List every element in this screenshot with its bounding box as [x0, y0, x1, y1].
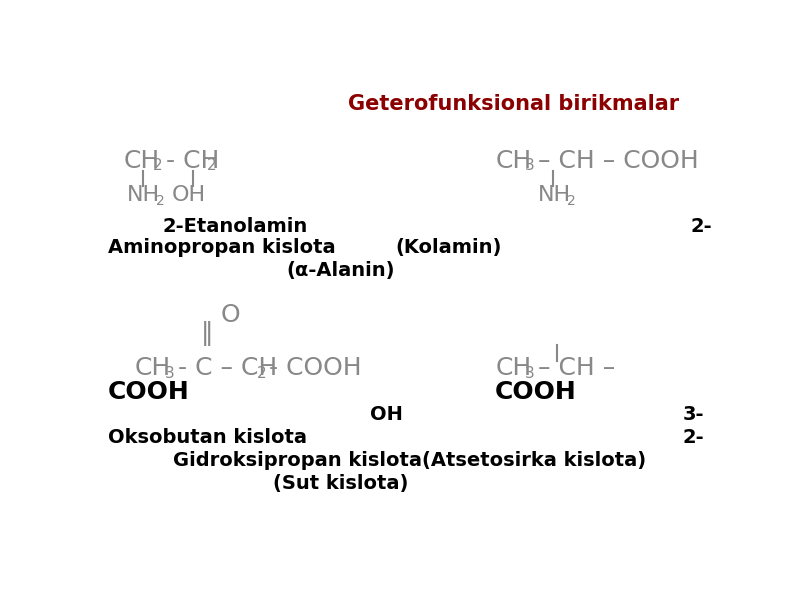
Text: – CH –: – CH –	[530, 356, 615, 380]
Text: CH: CH	[135, 356, 171, 380]
Text: - CH: - CH	[158, 149, 219, 173]
Text: 2-: 2-	[683, 428, 705, 447]
Text: (Kolamin): (Kolamin)	[395, 238, 502, 257]
Text: Gidroksipropan kislota(Atsetosirka kislota): Gidroksipropan kislota(Atsetosirka kislo…	[174, 451, 646, 470]
Text: Geterofunksional birikmalar: Geterofunksional birikmalar	[348, 94, 679, 113]
Text: CH: CH	[495, 356, 531, 380]
Text: 2: 2	[153, 158, 162, 173]
Text: OH: OH	[370, 405, 403, 424]
Text: COOH: COOH	[108, 380, 190, 404]
Text: – CH – COOH: – CH – COOH	[530, 149, 699, 173]
Text: (α-Alanin): (α-Alanin)	[286, 261, 394, 280]
Text: ‖: ‖	[201, 322, 213, 346]
Text: - COOH: - COOH	[262, 356, 362, 380]
Text: 2: 2	[257, 367, 266, 382]
Text: (Sut kislota): (Sut kislota)	[273, 475, 408, 493]
Text: Aminopropan kislota: Aminopropan kislota	[108, 238, 335, 257]
Text: 2: 2	[156, 194, 165, 208]
Text: 2: 2	[207, 158, 217, 173]
Text: 3: 3	[164, 367, 174, 382]
Text: 3: 3	[525, 158, 534, 173]
Text: O: O	[220, 302, 240, 326]
Text: - C – CH: - C – CH	[170, 356, 277, 380]
Text: NH: NH	[538, 185, 571, 205]
Text: CH: CH	[123, 149, 159, 173]
Text: CH: CH	[495, 149, 531, 173]
Text: Oksobutan kislota: Oksobutan kislota	[108, 428, 306, 447]
Text: NH: NH	[127, 185, 160, 205]
Text: OH: OH	[171, 185, 206, 205]
Text: 3-: 3-	[683, 405, 705, 424]
Text: COOH: COOH	[495, 380, 577, 404]
Text: 2: 2	[566, 194, 575, 208]
Text: 2-Etanolamin: 2-Etanolamin	[163, 217, 308, 235]
Text: 3: 3	[525, 367, 534, 382]
Text: 2-: 2-	[690, 217, 712, 235]
